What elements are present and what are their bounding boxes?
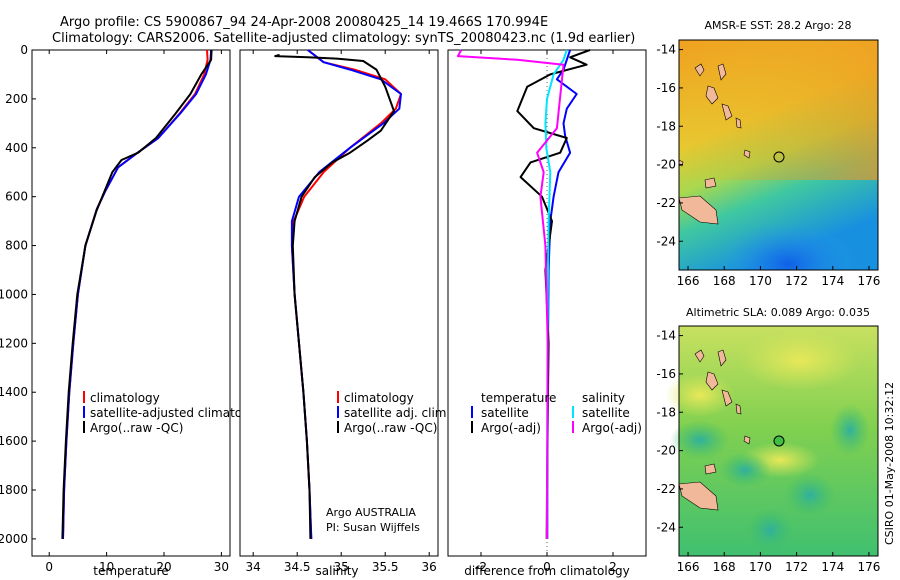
credit-pi: PI: Susan Wijffels [326,521,420,534]
difference-panel: -2 0 2 difference from climatology tempera… [447,49,647,578]
difference-xtick-label: -2 [475,560,487,574]
figure-title-line2: Climatology: CARS2006. Satellite-adjuste… [52,31,635,46]
temperature-ytick-label: 600 [5,190,28,204]
sla-map-panel: Altimetric SLA: 0.089 Argo: 0.035 166 168… [656,306,880,574]
sst-map-frame [678,39,879,271]
salinity-panel: 34 34.5 35 35.5 36 salinity climatology sate… [239,49,450,578]
sst-map-ytick-label: -14 [656,43,676,57]
side-stamp: CSIRO 01-May-2008 10:32:12 [883,382,896,545]
sst-map-xtick-label: 170 [749,274,772,288]
sst-map-land [678,63,751,225]
temperature-ytick-label: 1000 [0,287,28,301]
difference-xtick-label: 2 [609,560,617,574]
sst-map-xtick-label: 168 [713,274,736,288]
sst-map-ytick-label: -24 [656,234,676,248]
difference-legend-temp-satellite: satellite [481,406,529,420]
temperature-legend-argo: Argo(..raw -QC) [90,421,183,435]
temperature-legend-climatology: climatology [90,391,160,405]
sst-map-argo-marker [773,151,785,163]
temperature-xtick-label: 0 [45,560,53,574]
sla-map-xtick-label: 172 [785,560,808,574]
sla-map-ytick-label: -20 [656,444,676,458]
sst-map-xtick-label: 174 [821,274,844,288]
difference-legend-sal-satellite: satellite [582,406,630,420]
sla-map-low-1 [670,420,730,460]
temperature-ytick-label: 0 [20,43,28,57]
sla-map-xtick-label: 176 [858,560,881,574]
temperature-xtick-label: 20 [156,560,171,574]
sla-map-land [678,349,751,511]
sla-map-ytick-label: -22 [656,482,676,496]
sla-map-ytick-label: -14 [656,329,676,343]
difference-legend-temperature-heading: temperature [481,391,556,405]
salinity-xtick-label: 35.5 [372,560,399,574]
difference-legend: temperature satellite Argo(-adj) salinit… [471,391,642,435]
difference-axis-label: difference from climatology [464,564,630,578]
temperature-ytick-label: 400 [5,141,28,155]
credit-argo-australia: Argo AUSTRALIA [326,506,416,519]
salinity-legend: climatology satellite adj. clim. Argo(..… [337,391,450,435]
temperature-xtick-label: 10 [99,560,114,574]
salinity-legend-argo: Argo(..raw -QC) [344,421,437,435]
temperature-axis-label: temperature [93,564,168,578]
temperature-ytick-label: 2000 [0,532,28,546]
salinity-xtick-label: 34.5 [284,560,311,574]
salinity-xtick-label: 36 [422,560,437,574]
sla-map-ytick-label: -18 [656,405,676,419]
temperature-plot-area [31,49,231,557]
difference-legend-salinity-heading: salinity [582,391,625,405]
temperature-xtick-label: 30 [214,560,229,574]
sla-map-xtick-label: 166 [677,560,700,574]
difference-xtick-label: 0 [543,560,551,574]
sst-map-xtick-label: 176 [858,274,881,288]
sla-map-xtick-label: 170 [749,560,772,574]
sla-map-argo-marker [773,435,785,447]
sst-map-xtick-label: 172 [785,274,808,288]
sla-map-low-4 [746,508,794,552]
temperature-series-argo-raw-qc [61,49,213,539]
sst-map-ytick-label: -18 [656,119,676,133]
sla-map-xtick-label: 168 [713,560,736,574]
sst-map-ytick-label: -22 [656,196,676,210]
sst-map-ytick-label: -20 [656,158,676,172]
salinity-axis-label: salinity [315,564,358,578]
sla-map-low-3 [784,473,836,517]
sla-map-ytick-label: -24 [656,520,676,534]
sla-map-frame [678,325,879,557]
temperature-ytick-label: 200 [5,92,28,106]
sst-map-panel: AMSR-E SST: 28.2 Argo: 28 166 168 170 172 17… [656,19,880,288]
salinity-plot-area [239,49,439,557]
difference-legend-temp-argo: Argo(-adj) [481,421,541,435]
sla-map-title: Altimetric SLA: 0.089 Argo: 0.035 [686,306,870,319]
sla-map-low-2 [719,452,771,488]
sla-map-xtick-label: 174 [821,560,844,574]
temperature-ytick-label: 1400 [0,385,28,399]
salinity-legend-satellite: satellite adj. clim. [344,406,450,420]
difference-series-salinity-argo-adj [456,49,565,539]
salinity-legend-climatology: climatology [344,391,414,405]
temperature-legend-satellite: satellite-adjusted climatology [90,406,268,420]
figure-title-line1: Argo profile: CS 5900867_94 24-Apr-2008 … [60,15,548,30]
sla-map-high-north [740,330,860,390]
temperature-legend: climatology satellite-adjusted climatolo… [83,391,268,435]
temperature-ytick-label: 1600 [0,434,28,448]
difference-legend-sal-argo: Argo(-adj) [582,421,642,435]
sst-map-title: AMSR-E SST: 28.2 Argo: 28 [704,19,851,32]
salinity-series-argo-raw-qc [274,53,395,539]
salinity-xtick-label: 35 [334,560,349,574]
temperature-ytick-label: 1200 [0,336,28,350]
sla-map-ytick-label: -16 [656,367,676,381]
salinity-xtick-label: 34 [246,560,261,574]
sst-map-xtick-label: 166 [677,274,700,288]
temperature-ytick-label: 1800 [0,483,28,497]
temperature-ytick-label: 800 [5,239,28,253]
temperature-panel: 0 10 20 30 0 200 400 600 800 1000 1200 1400 1600 1800… [0,43,268,578]
sst-map-ytick-label: -16 [656,81,676,95]
sla-map-low-5 [830,404,870,456]
